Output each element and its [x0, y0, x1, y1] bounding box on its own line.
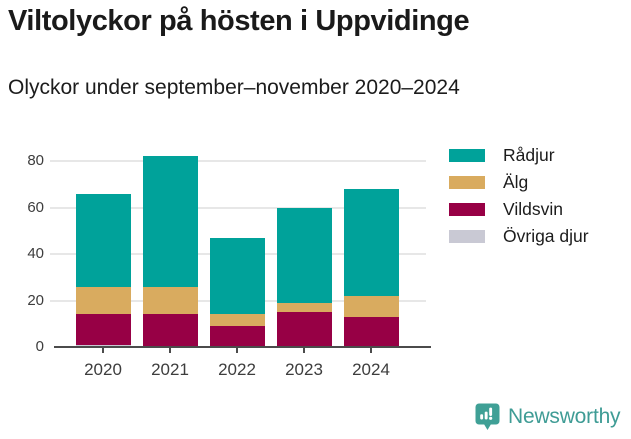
bar-segment-Älg	[142, 286, 198, 315]
bar-2022	[209, 237, 265, 347]
gridline	[50, 160, 426, 162]
x-tick-label: 2021	[151, 360, 189, 379]
x-tick-label: 2020	[84, 360, 122, 379]
chart-subtitle: Olyckor under september–november 2020–20…	[8, 76, 460, 99]
x-axis-line	[54, 345, 431, 348]
bar-2021	[142, 156, 198, 347]
gridline	[50, 206, 426, 209]
brand-name: Newsworthy	[508, 405, 621, 428]
bar-segment-Älg	[75, 286, 131, 315]
bar-segment-Vildsvin	[142, 314, 198, 347]
x-tick-label: 2022	[218, 360, 256, 379]
x-tick-label: 2023	[285, 360, 323, 379]
bar-segment-Älg	[209, 314, 265, 327]
bar-segment-Rådjur	[142, 156, 198, 287]
newsworthy-logo-icon	[474, 402, 501, 432]
x-axis-tick	[169, 348, 171, 353]
legend-item-Övriga djur: Övriga djur	[449, 225, 589, 246]
bar-segment-Rådjur	[276, 207, 332, 303]
legend-item-Vildsvin: Vildsvin	[449, 198, 563, 219]
bar-segment-Rådjur	[343, 188, 399, 296]
legend-label: Övriga djur	[503, 225, 589, 246]
bar-segment-Vildsvin	[209, 326, 265, 347]
bar-segment-Älg	[343, 295, 399, 317]
bar-2023	[276, 207, 332, 347]
bar-segment-Vildsvin	[276, 312, 332, 347]
legend-label: Älg	[503, 171, 529, 192]
chart-title: Viltolyckor på hösten i Uppvidinge	[8, 5, 470, 37]
y-tick-label: 80	[27, 152, 44, 169]
bar-2024	[343, 188, 399, 347]
x-axis-tick	[370, 348, 372, 353]
legend-label: Rådjur	[503, 144, 555, 165]
bar-segment-Rådjur	[209, 237, 265, 315]
bar-segment-Rådjur	[75, 193, 131, 287]
bar-segment-Vildsvin	[75, 314, 131, 345]
x-axis-tick	[102, 348, 104, 353]
legend-item-Rådjur: Rådjur	[449, 144, 555, 165]
legend-swatch	[449, 202, 485, 216]
y-tick-label: 0	[35, 338, 44, 355]
x-tick-label: 2024	[352, 360, 390, 379]
legend-swatch	[449, 148, 485, 162]
legend-swatch	[449, 229, 485, 243]
legend-item-Älg: Älg	[449, 171, 529, 192]
legend-label: Vildsvin	[503, 198, 563, 219]
bar-segment-Älg	[276, 302, 332, 313]
footer-brand[interactable]: Newsworthy	[474, 402, 621, 432]
x-axis-tick	[303, 348, 305, 353]
y-tick-label: 40	[27, 245, 44, 262]
bar-segment-Vildsvin	[343, 316, 399, 347]
legend-swatch	[449, 175, 485, 189]
bar-2020	[75, 193, 131, 347]
y-tick-label: 60	[27, 198, 44, 216]
x-axis-tick	[236, 348, 238, 353]
plot-area	[50, 143, 426, 347]
y-tick-label: 20	[27, 291, 44, 309]
